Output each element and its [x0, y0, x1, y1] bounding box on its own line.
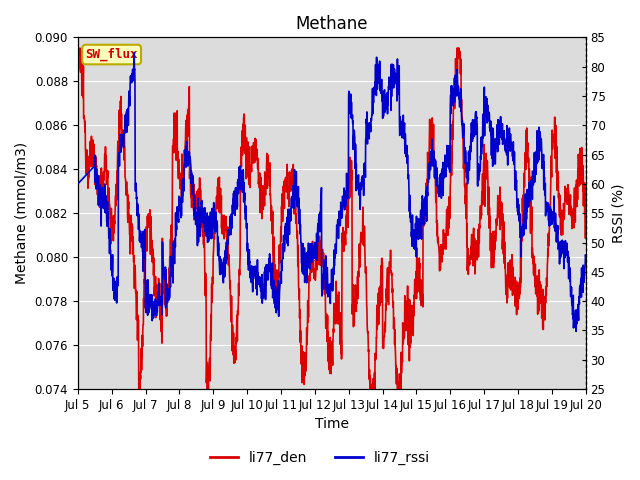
Title: Methane: Methane: [296, 15, 368, 33]
Y-axis label: RSSI (%): RSSI (%): [611, 183, 625, 243]
Y-axis label: Methane (mmol/m3): Methane (mmol/m3): [15, 142, 29, 284]
Text: SW_flux: SW_flux: [85, 48, 138, 61]
X-axis label: Time: Time: [315, 418, 349, 432]
Legend: li77_den, li77_rssi: li77_den, li77_rssi: [204, 445, 436, 471]
